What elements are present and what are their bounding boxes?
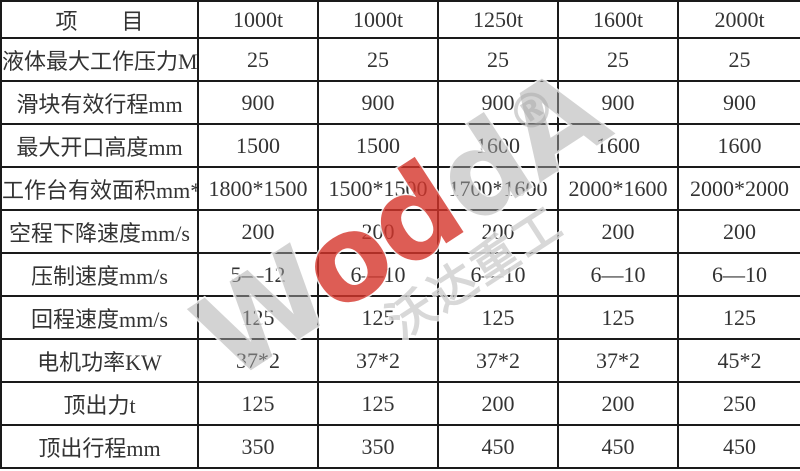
spec-cell: 5—12 — [197, 252, 319, 297]
spec-cell: 25 — [197, 37, 319, 82]
spec-cell: 1600 — [677, 123, 800, 168]
table-row-return-speed: 回程速度mm/s 125 125 125 125 125 — [0, 295, 800, 340]
spec-cell: 200 — [677, 209, 800, 254]
spec-cell: 1600 — [557, 123, 679, 168]
row-label: 最大开口高度mm — [0, 123, 199, 168]
table-header-row: 项 目 1000t 1000t 1250t 1600t 2000t — [0, 0, 800, 39]
table-row-ejector-stroke: 顶出行程mm 350 350 450 450 450 — [0, 424, 800, 469]
row-label: 顶出力t — [0, 381, 199, 426]
row-label: 压制速度mm/s — [0, 252, 199, 297]
spec-cell: 450 — [677, 424, 800, 469]
table-row-ejector-force: 顶出力t 125 125 200 200 250 — [0, 381, 800, 426]
spec-cell: 6—10 — [437, 252, 559, 297]
table-row-idle-down-speed: 空程下降速度mm/s 200 200 200 200 200 — [0, 209, 800, 254]
spec-cell: 900 — [677, 80, 800, 125]
spec-cell: 25 — [317, 37, 439, 82]
table-row-motor-power: 电机功率KW 37*2 37*2 37*2 37*2 45*2 — [0, 338, 800, 383]
spec-cell: 1500 — [317, 123, 439, 168]
spec-cell: 125 — [197, 381, 319, 426]
spec-cell: 250 — [677, 381, 800, 426]
row-label: 滑块有效行程mm — [0, 80, 199, 125]
spec-cell: 37*2 — [437, 338, 559, 383]
spec-cell: 25 — [437, 37, 559, 82]
spec-cell: 200 — [557, 381, 679, 426]
spec-cell: 450 — [437, 424, 559, 469]
spec-cell: 1700*1600 — [437, 166, 559, 211]
spec-cell: 45*2 — [677, 338, 800, 383]
table-row-pressing-speed: 压制速度mm/s 5—12 6—10 6—10 6—10 6—10 — [0, 252, 800, 297]
spec-cell: 200 — [557, 209, 679, 254]
spec-cell: 37*2 — [197, 338, 319, 383]
row-label: 顶出行程mm — [0, 424, 199, 469]
header-item-label: 项 目 — [0, 0, 199, 39]
spec-cell: 6—10 — [677, 252, 800, 297]
spec-cell: 200 — [437, 209, 559, 254]
spec-cell: 125 — [317, 295, 439, 340]
spec-cell: 900 — [557, 80, 679, 125]
spec-cell: 350 — [197, 424, 319, 469]
spec-cell: 125 — [197, 295, 319, 340]
spec-cell: 6—10 — [557, 252, 679, 297]
spec-cell: 1500 — [197, 123, 319, 168]
table-row-max-pressure: 液体最大工作压力Mpa 25 25 25 25 25 — [0, 37, 800, 82]
spec-cell: 37*2 — [557, 338, 679, 383]
spec-cell: 125 — [677, 295, 800, 340]
spec-cell: 1600 — [437, 123, 559, 168]
header-col-2: 1000t — [317, 0, 439, 39]
table-row-max-opening: 最大开口高度mm 1500 1500 1600 1600 1600 — [0, 123, 800, 168]
row-label: 电机功率KW — [0, 338, 199, 383]
spec-cell: 200 — [437, 381, 559, 426]
table-row-worktable-area: 工作台有效面积mm*mm 1800*1500 1500*1500 1700*16… — [0, 166, 800, 211]
header-col-3: 1250t — [437, 0, 559, 39]
spec-cell: 2000*1600 — [557, 166, 679, 211]
header-col-1: 1000t — [197, 0, 319, 39]
spec-cell: 25 — [677, 37, 800, 82]
row-label: 工作台有效面积mm*mm — [0, 166, 199, 211]
table-row-slide-stroke: 滑块有效行程mm 900 900 900 900 900 — [0, 80, 800, 125]
spec-cell: 37*2 — [317, 338, 439, 383]
row-label: 空程下降速度mm/s — [0, 209, 199, 254]
spec-cell: 1800*1500 — [197, 166, 319, 211]
spec-cell: 200 — [317, 209, 439, 254]
spec-cell: 900 — [437, 80, 559, 125]
spec-cell: 2000*2000 — [677, 166, 800, 211]
spec-cell: 900 — [197, 80, 319, 125]
spec-cell: 25 — [557, 37, 679, 82]
spec-cell: 6—10 — [317, 252, 439, 297]
spec-cell: 200 — [197, 209, 319, 254]
row-label: 回程速度mm/s — [0, 295, 199, 340]
spec-cell: 350 — [317, 424, 439, 469]
header-col-4: 1600t — [557, 0, 679, 39]
spec-cell: 125 — [557, 295, 679, 340]
spec-cell: 1500*1500 — [317, 166, 439, 211]
spec-cell: 900 — [317, 80, 439, 125]
row-label: 液体最大工作压力Mpa — [0, 37, 199, 82]
spec-cell: 125 — [317, 381, 439, 426]
header-col-5: 2000t — [677, 0, 800, 39]
spec-cell: 450 — [557, 424, 679, 469]
spec-cell: 125 — [437, 295, 559, 340]
